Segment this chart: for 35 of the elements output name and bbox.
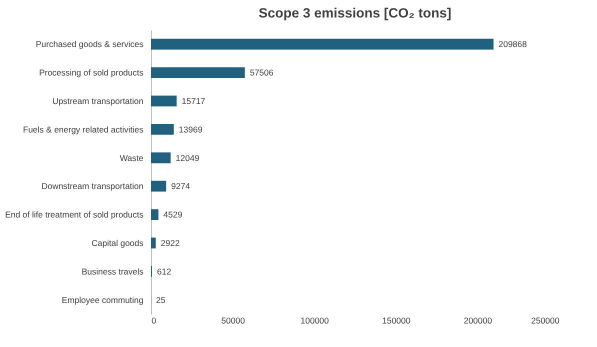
x-tick-label: 150000 — [382, 316, 411, 326]
data-label: 2922 — [160, 238, 180, 248]
data-label: 13969 — [178, 124, 203, 134]
x-tick-label: 100000 — [300, 316, 330, 326]
y-tick-label: End of life treatment of sold products — [5, 210, 144, 220]
y-tick-label: Purchased goods & services — [36, 39, 144, 50]
bar — [151, 96, 177, 106]
data-label: 4529 — [163, 210, 183, 220]
bar — [151, 124, 174, 135]
x-tick-label: 250000 — [531, 316, 560, 326]
data-label: 25 — [156, 294, 166, 305]
y-tick-label: Upstream transportation — [52, 96, 144, 106]
x-tick-label: 0 — [152, 316, 156, 326]
data-label: 9274 — [171, 181, 190, 192]
x-tick-label: 50000 — [221, 316, 246, 326]
y-tick-label: Processing of sold products — [39, 68, 144, 78]
y-tick-label: Business travels — [82, 266, 144, 276]
y-tick-label: Employee commuting — [62, 294, 144, 305]
bar — [151, 67, 245, 78]
bar — [151, 152, 171, 164]
data-label: 57506 — [250, 68, 274, 78]
data-label: 15717 — [182, 96, 206, 106]
bar — [151, 180, 166, 192]
y-tick-label: Fuels & energy related activities — [23, 124, 144, 134]
y-tick-label: Downstream transportation — [41, 181, 144, 192]
y-tick-label: Waste — [120, 152, 144, 163]
data-label: 209868 — [498, 39, 528, 50]
bar — [151, 38, 494, 50]
x-tick-label: 200000 — [464, 316, 492, 326]
data-label: 12049 — [176, 152, 200, 163]
bar — [151, 209, 158, 220]
y-tick-label: Capital goods — [92, 238, 144, 248]
bar — [151, 238, 156, 248]
chart-title: Scope 3 emissions [CO₂ tons] — [258, 6, 452, 20]
data-label: 612 — [157, 266, 172, 276]
